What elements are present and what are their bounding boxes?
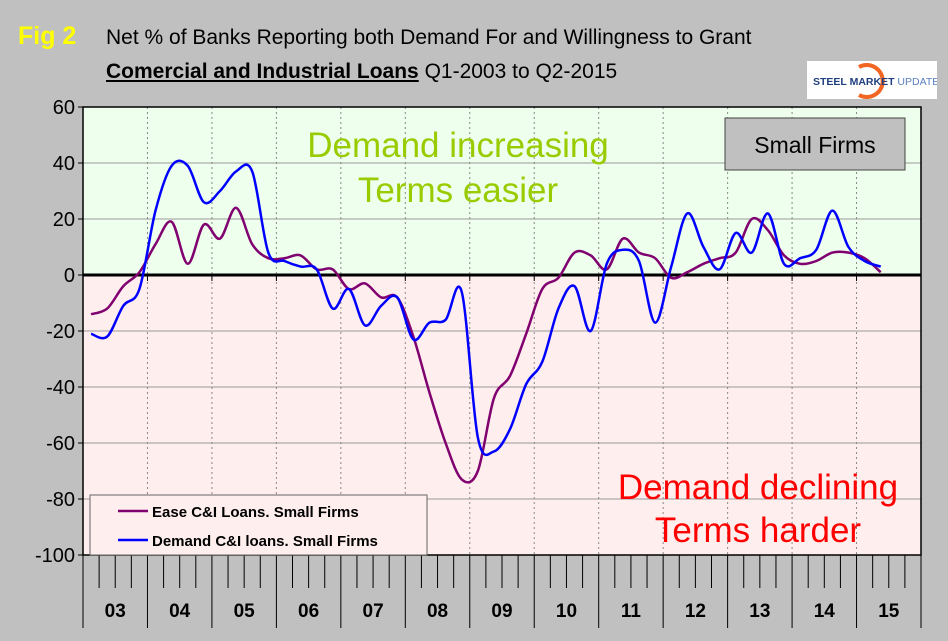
legend-label: Demand C&I loans. Small Firms xyxy=(152,533,378,550)
x-tick-label: 11 xyxy=(621,601,642,622)
annotation-upper-1: Demand increasing xyxy=(307,126,609,165)
x-tick-label: 14 xyxy=(814,601,836,622)
y-tick-label: 40 xyxy=(53,153,75,175)
annotation-upper-2: Terms easier xyxy=(358,171,559,210)
y-tick-label: -60 xyxy=(46,433,75,455)
legend xyxy=(89,494,428,556)
x-tick-label: 10 xyxy=(556,601,577,622)
small-firms-box xyxy=(724,117,906,171)
x-tick-label: 09 xyxy=(491,601,512,622)
x-tick-label: 12 xyxy=(685,601,706,622)
plot-border xyxy=(82,106,922,556)
y-tick-label: 20 xyxy=(53,209,75,231)
steel-market-update-logo: STEEL MARKET UPDATE xyxy=(807,61,937,99)
x-tick-label: 13 xyxy=(749,601,770,622)
x-tick-label: 05 xyxy=(234,601,256,622)
series-line-demand xyxy=(90,159,882,457)
chart-title-bold: Comercial and Industrial Loans xyxy=(106,60,419,83)
small-firms-label: Small Firms xyxy=(754,132,875,158)
x-tick-label: 04 xyxy=(169,601,191,622)
chart-title-range: Q1-2003 to Q2-2015 xyxy=(418,60,618,83)
svg-text:STEEL MARKET UPDATE: STEEL MARKET UPDATE xyxy=(813,76,937,88)
x-tick-label: 15 xyxy=(878,601,900,622)
x-tick-label: 06 xyxy=(298,601,319,622)
legend-label: Ease C&I Loans. Small Firms xyxy=(152,504,359,521)
y-tick-label: -80 xyxy=(46,489,75,511)
y-tick-label: -20 xyxy=(46,321,75,343)
logo-swoosh-icon: STEEL MARKET UPDATE xyxy=(813,63,937,99)
annotation-lower-1: Demand declining xyxy=(618,468,898,507)
y-tick-label: -40 xyxy=(46,377,75,399)
y-tick-label: -100 xyxy=(35,545,75,567)
y-tick-label: 0 xyxy=(64,265,75,287)
x-tick-label: 08 xyxy=(427,601,448,622)
chart-title-line1: Net % of Banks Reporting both Demand For… xyxy=(106,26,752,49)
x-tick-label: 03 xyxy=(105,601,126,622)
chart-title-line2: Comercial and Industrial Loans Q1-2003 t… xyxy=(106,60,617,84)
figure-label: Fig 2 xyxy=(18,22,77,50)
annotation-lower-2: Terms harder xyxy=(655,511,862,550)
y-tick-label: 60 xyxy=(53,97,75,119)
series-line-ease xyxy=(90,206,882,484)
x-tick-label: 07 xyxy=(363,601,384,622)
